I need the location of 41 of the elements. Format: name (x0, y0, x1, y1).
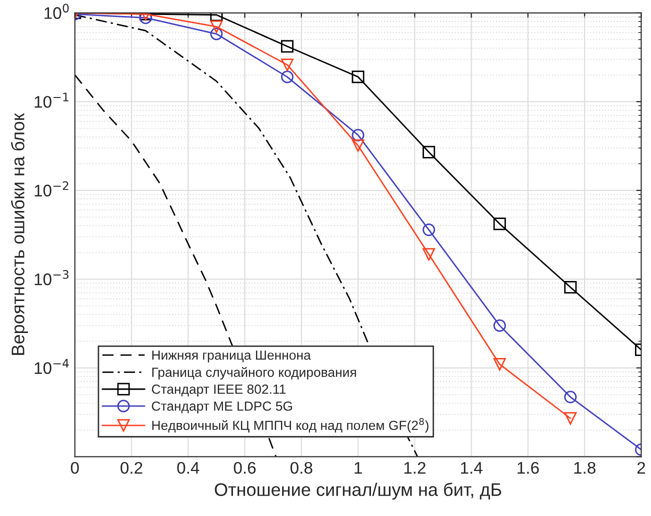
x-tick-label: 1.8 (574, 462, 596, 474)
legend-label: Граница случайного кодирования (152, 367, 356, 380)
y-tick-label: 10$^{−4}$ (34, 358, 69, 374)
point (281, 70, 294, 84)
x-axis-title: Отношение сигнал/шум на бит, дБ (214, 482, 502, 500)
point (281, 58, 294, 72)
point (564, 390, 577, 404)
point (352, 128, 364, 142)
point (493, 358, 506, 370)
legend-label: Недвоичный КЦ МППЧ код над полем GF(2$^{8}$) (152, 418, 428, 433)
point (564, 412, 577, 425)
x-tick-label: 0.4 (177, 462, 200, 474)
legend-label: Стандарт ME LDPC 5G (152, 401, 292, 414)
point (564, 281, 577, 294)
y-tick-label: 10$^{−3}$ (34, 270, 68, 286)
legend-label: Нижняя граница Шеннона (152, 350, 311, 362)
x-tick-label: 1.6 (518, 462, 539, 474)
y-tick-label: 10$^{0}$ (44, 4, 69, 19)
y-tick-label: 10$^{−1}$ (34, 92, 68, 108)
point (210, 28, 223, 40)
point (210, 20, 223, 33)
x-tick-label: 0.6 (234, 462, 256, 474)
point (422, 224, 436, 236)
x-tick-label: 1 (354, 462, 362, 474)
x-tick-label: 2 (637, 462, 646, 474)
point (352, 70, 364, 84)
y-axis-title: Вероятность ошибки на блок (10, 113, 28, 355)
x-tick-label: 0.2 (120, 462, 142, 474)
x-tick-label: 1.4 (461, 462, 482, 474)
point (352, 139, 364, 152)
point (139, 12, 152, 24)
x-tick-label: 0 (70, 462, 79, 474)
legend-label: Стандарт IEEE 802.11 (152, 384, 286, 396)
point (493, 218, 506, 230)
point (422, 146, 436, 158)
point (422, 248, 436, 261)
x-tick-label: 0.8 (290, 462, 312, 474)
y-tick-label: 10$^{−2}$ (34, 181, 68, 196)
x-tick-label: 1.2 (404, 462, 426, 474)
point (281, 40, 294, 53)
point (493, 319, 506, 332)
